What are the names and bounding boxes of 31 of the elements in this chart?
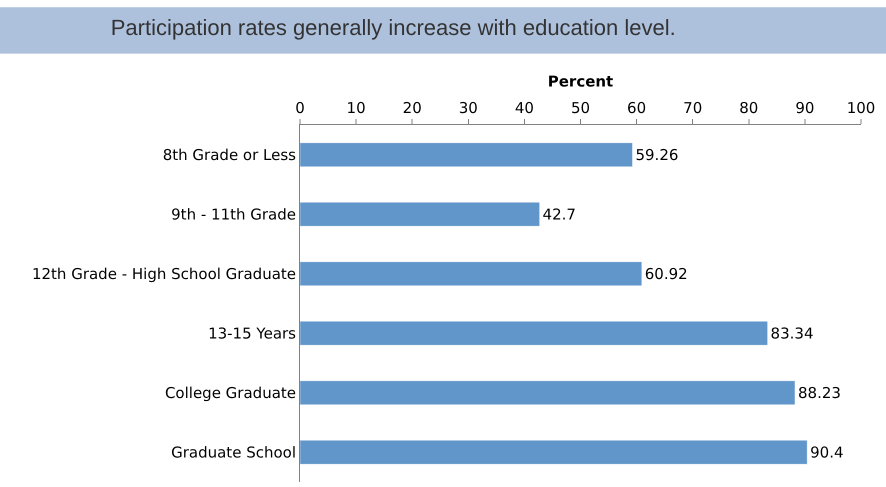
y-tick-label: 8th Grade or Less [162,146,296,164]
x-tick-label: 90 [795,99,814,117]
x-tick-label: 30 [458,99,478,117]
data-label: 59.26 [635,146,678,164]
data-label: 83.34 [770,324,814,342]
x-tick-label: 10 [346,99,366,117]
y-tick-label: Graduate School [171,444,296,462]
bar [300,440,808,464]
y-tick-label: College Graduate [164,384,296,402]
bar [300,262,642,286]
x-tick-label: 60 [627,99,646,117]
x-tick-label: 100 [846,99,876,117]
bar [300,142,633,167]
x-tick-label: 80 [739,99,758,117]
bar [300,321,768,346]
x-tick-label: 20 [402,99,422,117]
y-tick-label: 12th Grade - High School Graduate [32,265,296,283]
y-tick-label: 13-15 Years [208,324,296,342]
data-label: 88.23 [798,384,841,402]
x-axis-title: Percent [548,72,614,90]
x-tick-label: 50 [570,99,590,117]
data-label: 42.7 [542,205,576,224]
chart-title: Participation rates generally increase with education level. [110,14,676,40]
x-tick-label: 0 [295,99,305,117]
x-tick-label: 70 [683,99,702,117]
bar [300,380,796,405]
x-tick-label: 40 [514,99,534,117]
bar [300,202,540,226]
y-tick-label: 9th - 11th Grade [171,206,296,224]
data-label: 90.4 [810,443,844,462]
data-label: 60.92 [644,264,688,283]
